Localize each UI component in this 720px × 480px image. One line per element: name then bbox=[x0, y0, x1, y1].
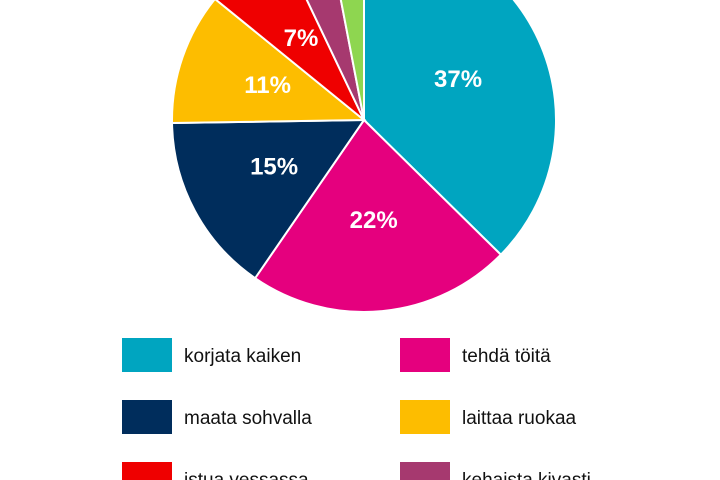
legend-swatch bbox=[400, 462, 450, 480]
slice-label: 7% bbox=[284, 25, 319, 52]
legend-label: tehdä töitä bbox=[462, 346, 551, 367]
legend-swatch bbox=[122, 462, 172, 480]
pie-slice bbox=[253, 118, 503, 313]
legend-swatch bbox=[122, 400, 172, 434]
slice-label: 22% bbox=[350, 207, 398, 234]
legend-swatch bbox=[400, 338, 450, 372]
legend-label: maata sohvalla bbox=[184, 408, 312, 429]
legend-label: kehaista kivasti bbox=[462, 470, 591, 480]
pie-slice bbox=[214, 0, 365, 121]
slice-label: 15% bbox=[250, 154, 298, 181]
slice-label: 11% bbox=[244, 72, 291, 99]
slice-label: 37% bbox=[434, 66, 482, 93]
pie-slice bbox=[305, 0, 365, 121]
legend-label: laittaa ruokaa bbox=[462, 408, 577, 429]
legend-label: istua vessassa bbox=[184, 470, 309, 480]
pie-slice bbox=[339, 0, 365, 121]
pie-slice bbox=[171, 0, 367, 125]
legend-label: korjata kaiken bbox=[184, 346, 301, 367]
pie-slice bbox=[363, 0, 557, 257]
legend-swatch bbox=[400, 400, 450, 434]
pie-slice bbox=[171, 118, 366, 280]
legend-swatch bbox=[122, 338, 172, 372]
